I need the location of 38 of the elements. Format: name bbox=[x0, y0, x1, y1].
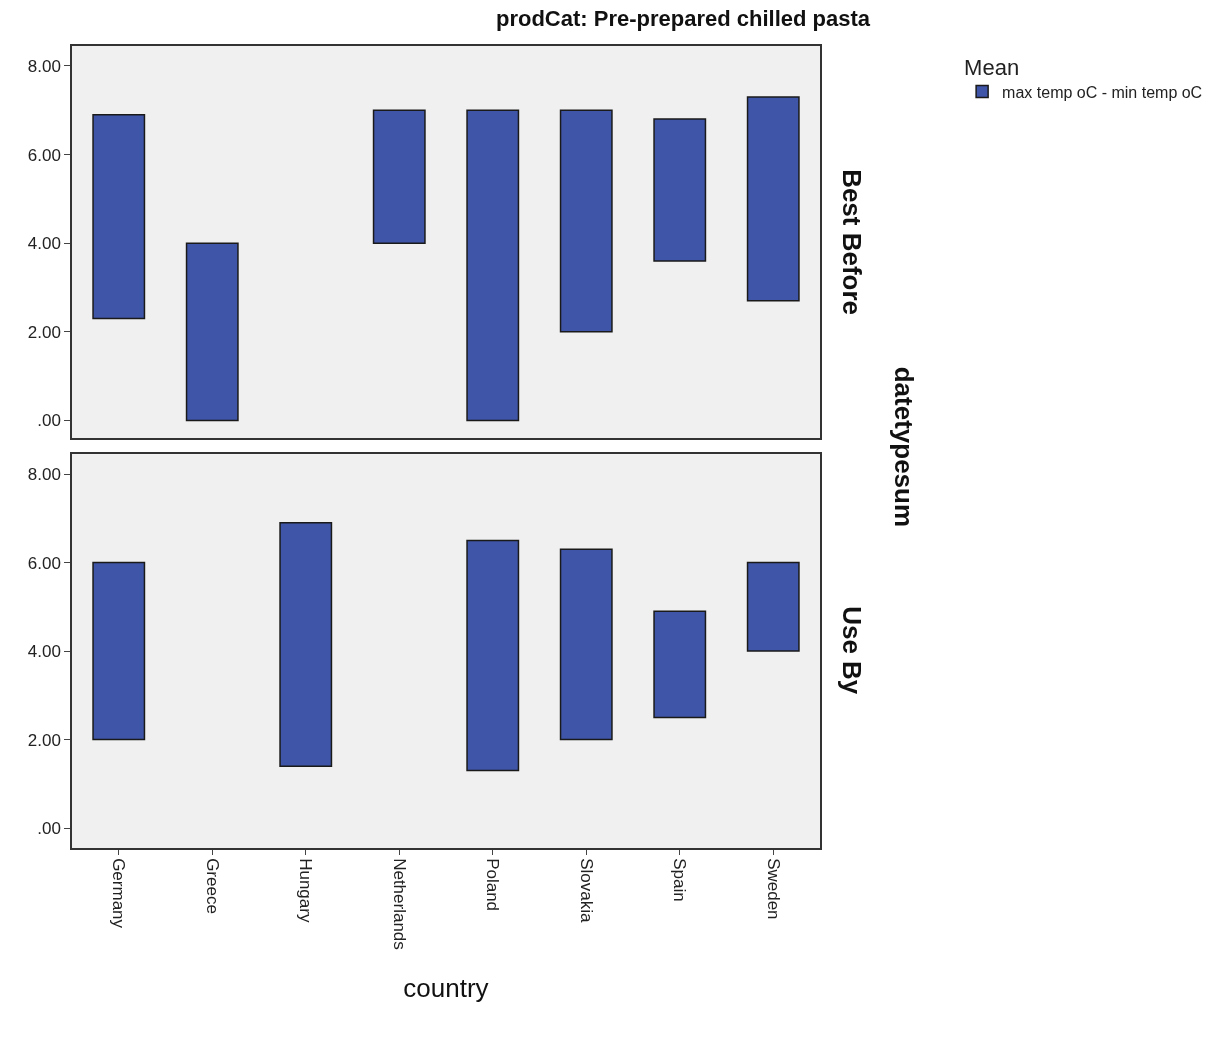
bar bbox=[559, 548, 613, 741]
bar bbox=[746, 561, 800, 652]
y-tick-label: .00 bbox=[37, 411, 61, 431]
chart-title: prodCat: Pre-prepared chilled pasta bbox=[495, 5, 871, 31]
bar bbox=[185, 242, 239, 422]
y-tick-label: 2.00 bbox=[27, 322, 61, 342]
bar bbox=[372, 109, 426, 244]
x-tick-label: Greece bbox=[202, 858, 222, 914]
bar bbox=[279, 522, 333, 767]
bar bbox=[653, 610, 707, 719]
bar bbox=[92, 113, 146, 320]
y-tick-label: 6.00 bbox=[27, 553, 61, 573]
y-tick-label: 8.00 bbox=[27, 56, 61, 76]
legend-label: max temp oC - min temp oC bbox=[1002, 83, 1203, 101]
y-tick-label: .00 bbox=[37, 819, 61, 839]
x-tick-label: Slovakia bbox=[576, 858, 596, 923]
x-tick-label: Germany bbox=[109, 858, 129, 929]
bar bbox=[92, 561, 146, 741]
bar bbox=[466, 539, 520, 772]
legend-title: Mean bbox=[964, 54, 1020, 80]
x-tick-label: Netherlands bbox=[389, 858, 409, 950]
x-tick-label: Hungary bbox=[296, 858, 316, 923]
text: datetypesum bbox=[889, 366, 920, 528]
x-tick-label: Sweden bbox=[763, 858, 783, 920]
bar bbox=[466, 109, 520, 422]
text: Best Before bbox=[837, 169, 868, 316]
y-tick-label: 6.00 bbox=[27, 145, 61, 165]
bar bbox=[559, 109, 613, 333]
y-tick-label: 2.00 bbox=[27, 730, 61, 750]
y-tick-label: 8.00 bbox=[27, 465, 61, 485]
y-tick-label: 4.00 bbox=[27, 642, 61, 662]
x-tick-label: Poland bbox=[483, 858, 503, 912]
y-tick-label: 4.00 bbox=[27, 234, 61, 254]
x-axis-title: country bbox=[403, 973, 489, 1004]
text: Use By bbox=[837, 606, 868, 695]
bar bbox=[746, 96, 800, 302]
bar bbox=[653, 118, 707, 262]
x-tick-label: Spain bbox=[670, 858, 690, 902]
